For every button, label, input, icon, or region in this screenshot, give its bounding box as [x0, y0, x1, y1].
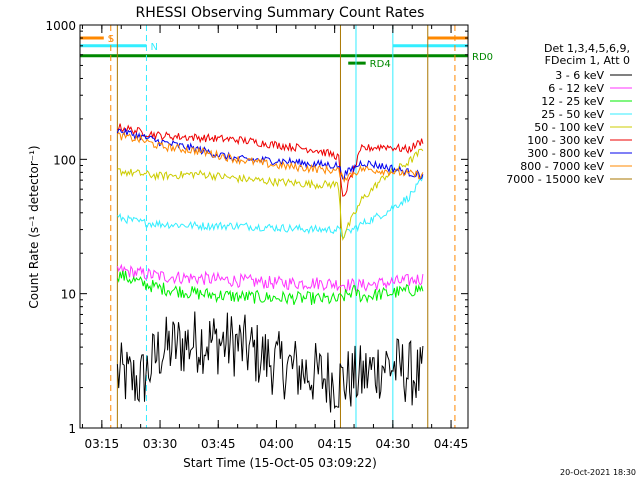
x-tick-label: 03:15 [85, 437, 120, 451]
x-tick-label: 03:45 [201, 437, 236, 451]
series-line-0 [116, 311, 424, 413]
chart-title: RHESSI Observing Summary Count Rates [136, 5, 425, 21]
x-tick-label: 04:45 [434, 437, 469, 451]
vertical-markers-layer [110, 25, 456, 428]
footer-date: 20-Oct-2021 18:30 [560, 468, 636, 477]
series-line-2 [116, 270, 424, 306]
y-axis: 1 10 100 1000 [45, 19, 468, 436]
y-tick-label: 1000 [45, 19, 76, 33]
series-line-6 [116, 128, 424, 180]
series-line-5 [117, 123, 424, 197]
series-line-1 [116, 263, 424, 292]
legend-header: Det 1,3,4,5,6,9, [544, 42, 630, 55]
flag-label: S [108, 34, 114, 45]
y-axis-label: Count Rate (s⁻¹ detector⁻¹) [27, 145, 41, 308]
legend-label: 6 - 12 keV [548, 82, 604, 95]
legend-label: 50 - 100 keV [534, 121, 604, 134]
series-layer [116, 123, 424, 413]
series-line-3 [117, 176, 424, 239]
legend-label: 7000 - 15000 keV [506, 173, 604, 186]
series-line-4 [117, 148, 424, 241]
flag-label: RD4 [370, 59, 391, 70]
x-tick-label: 03:30 [143, 437, 178, 451]
legend-label: 25 - 50 keV [541, 108, 604, 121]
legend-label: 3 - 6 keV [555, 69, 604, 82]
legend-header: FDecim 1, Att 0 [545, 54, 630, 67]
legend-label: 300 - 800 keV [527, 147, 604, 160]
x-axis-label: Start Time (15-Oct-05 03:09:22) [183, 456, 377, 470]
flag-label: RD0 [472, 52, 493, 63]
flag-label: N [150, 42, 157, 53]
plot-frame [79, 24, 469, 429]
y-tick-label: 1 [68, 422, 76, 436]
legend: Det 1,3,4,5,6,9,FDecim 1, Att 0 3 - 6 keV… [506, 42, 632, 186]
x-tick-label: 04:00 [259, 437, 294, 451]
series-line-7 [116, 131, 424, 183]
y-tick-label: 100 [53, 153, 76, 167]
legend-label: 800 - 7000 keV [520, 160, 604, 173]
y-tick-label: 10 [61, 288, 76, 302]
x-tick-label: 04:30 [376, 437, 411, 451]
x-axis: 03:15 03:30 03:45 04:00 04:15 04:30 04:45 [81, 25, 469, 451]
x-tick-label: 04:15 [317, 437, 352, 451]
legend-label: 100 - 300 keV [527, 134, 604, 147]
legend-label: 12 - 25 keV [541, 95, 604, 108]
flags-layer [80, 36, 468, 65]
flag-labels-layer: S N RD0 RD4 [108, 34, 493, 70]
plot-area-clip-group [80, 25, 468, 428]
